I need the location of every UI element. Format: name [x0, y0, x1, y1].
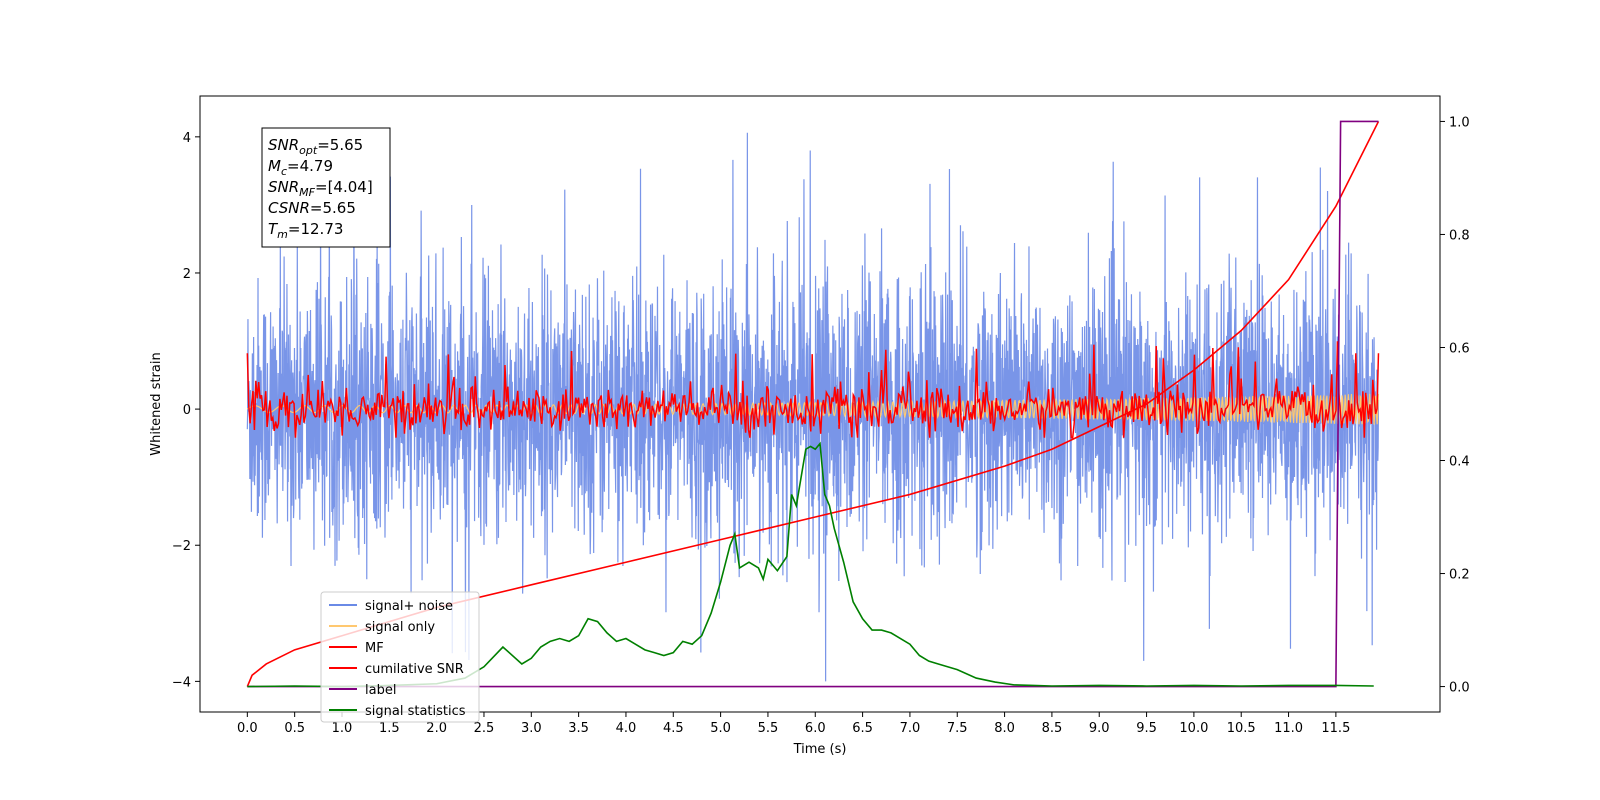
plot-area [246, 120, 1380, 688]
info-line-symbol: CSNR [268, 199, 310, 217]
x-tick-label: 2.0 [426, 721, 447, 736]
info-line: CSNR=5.65 [268, 199, 356, 217]
series-layer [246, 120, 1380, 688]
x-tick-label: 1.0 [332, 721, 353, 736]
info-line-subscript: opt [299, 144, 318, 157]
info-line-subscript: MF [299, 186, 315, 199]
x-tick-label: 10.0 [1179, 721, 1208, 736]
y-axis-right: 1.0 0.8 0.6 0.4 0.2 0.0 [1440, 115, 1470, 696]
y-axis-title: Whitened strain [149, 352, 164, 455]
x-tick-label: 9.5 [1136, 721, 1157, 736]
y2-tick-label: 0.2 [1449, 568, 1470, 583]
info-annotation-box: SNRopt=5.65Mc=4.79SNRMF=[4.04]CSNR=5.65T… [261, 127, 391, 248]
legend-label: label [365, 683, 396, 698]
x-tick-label: 0.5 [284, 721, 305, 736]
legend-label: signal+ noise [365, 599, 453, 614]
x-tick-label: 3.0 [521, 721, 542, 736]
info-line-value: =5.65 [310, 199, 356, 217]
plot-frame [199, 95, 1441, 713]
x-tick-label: 2.5 [474, 721, 495, 736]
x-tick-label: 6.5 [852, 721, 873, 736]
x-tick-label: 9.0 [1089, 721, 1110, 736]
x-axis: 0.0 0.5 1.0 1.5 2.0 2.5 3.0 3.5 4.0 4.5 5.0 5.5 6.0 6… [237, 712, 1350, 736]
info-line: Mc=4.79 [268, 157, 333, 178]
x-tick-label: 11.0 [1274, 721, 1303, 736]
y-tick-label: 2 [183, 267, 191, 282]
legend-label: signal statistics [365, 704, 466, 719]
x-tick-label: 5.0 [710, 721, 731, 736]
x-tick-label: 4.0 [616, 721, 637, 736]
x-tick-label: 8.5 [1042, 721, 1063, 736]
y-tick-label: 4 [183, 131, 191, 146]
x-tick-label: 4.5 [663, 721, 684, 736]
legend-label: cumilative SNR [365, 662, 464, 677]
info-line: Tm=12.73 [268, 220, 343, 241]
x-tick-label: 5.5 [758, 721, 779, 736]
y-tick-label: −4 [172, 675, 191, 690]
series-label-line [247, 120, 1379, 688]
x-tick-label: 8.0 [994, 721, 1015, 736]
info-line-subscript: m [277, 228, 288, 241]
x-tick-label: 7.5 [947, 721, 968, 736]
info-line-value: =12.73 [288, 220, 344, 238]
x-tick-label: 7.0 [900, 721, 921, 736]
y-tick-label: 0 [183, 403, 191, 418]
info-line-symbol: T [268, 220, 279, 238]
x-axis-title: Time (s) [793, 742, 847, 757]
series-signal-statistics-line [247, 441, 1374, 688]
legend-label: signal only [365, 620, 435, 635]
y2-tick-label: 0.8 [1449, 228, 1470, 243]
x-tick-label: 0.0 [237, 721, 258, 736]
info-line-symbol: SNR [268, 136, 299, 154]
x-tick-label: 6.0 [805, 721, 826, 736]
y2-tick-label: 0.4 [1449, 455, 1470, 470]
y2-tick-label: 0.0 [1449, 681, 1470, 696]
y2-tick-label: 1.0 [1449, 115, 1470, 130]
x-tick-label: 10.5 [1227, 721, 1256, 736]
info-line-subscript: c [281, 165, 287, 178]
series-signal-noise-line [246, 132, 1380, 682]
y-tick-label: −2 [172, 539, 191, 554]
info-line: SNRopt=5.65 [268, 136, 363, 157]
info-line-value: =5.65 [317, 136, 363, 154]
x-tick-label: 1.5 [379, 721, 400, 736]
legend-frame [320, 591, 480, 723]
info-line-symbol: SNR [268, 178, 299, 196]
info-line-value: =4.79 [287, 157, 333, 175]
info-box-frame [261, 127, 391, 248]
info-line-symbol: M [268, 157, 281, 175]
y2-tick-label: 0.6 [1449, 341, 1470, 356]
info-line-value: =[4.04] [315, 178, 373, 196]
legend: signal+ noise signal only MF cumilative SNR… [320, 591, 480, 723]
info-line: SNRMF=[4.04] [268, 178, 373, 199]
series-mf-line [246, 341, 1380, 439]
legend-label: MF [365, 641, 384, 656]
x-tick-label: 11.5 [1321, 721, 1350, 736]
x-tick-label: 3.5 [568, 721, 589, 736]
y-axis-left: 4 2 0 −2 −4 [172, 131, 200, 690]
series-cumilative-snr-line [246, 121, 1380, 687]
